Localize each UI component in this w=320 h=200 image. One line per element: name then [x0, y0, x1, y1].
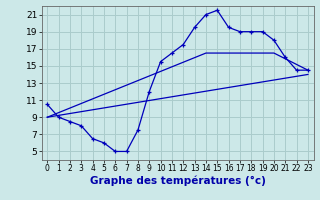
X-axis label: Graphe des températures (°c): Graphe des températures (°c) [90, 176, 266, 186]
